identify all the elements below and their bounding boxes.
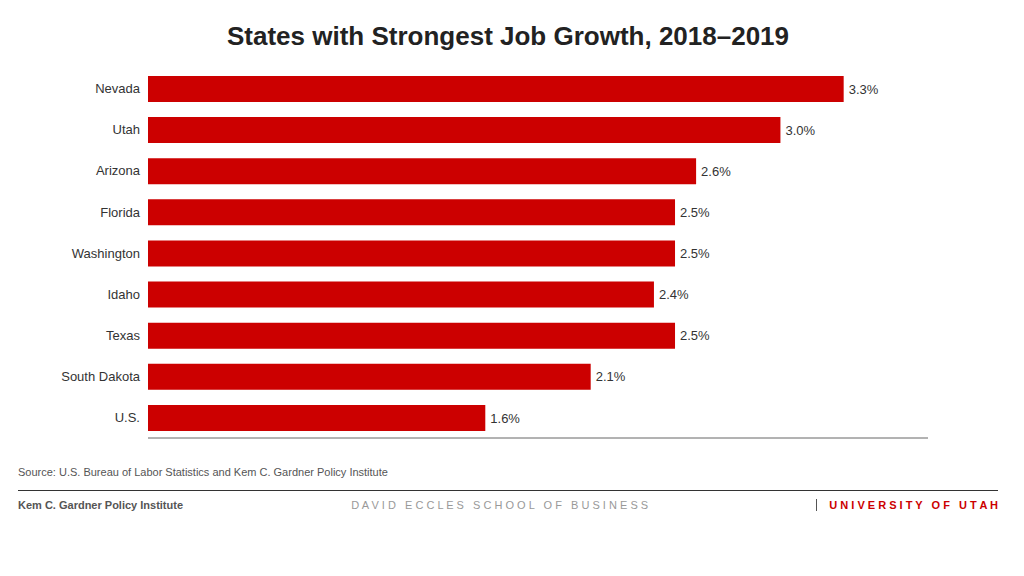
- svg-text:Texas: Texas: [106, 328, 140, 343]
- svg-text:Idaho: Idaho: [107, 287, 140, 302]
- svg-text:Florida: Florida: [100, 205, 141, 220]
- svg-text:Utah: Utah: [113, 122, 140, 137]
- svg-text:Nevada: Nevada: [95, 81, 141, 96]
- svg-text:Arizona: Arizona: [96, 163, 141, 178]
- svg-text:2.5%: 2.5%: [680, 246, 710, 261]
- html-text:States with Strongest Job Grow: States with Strongest Job Growth, 2018–2…: [227, 21, 789, 51]
- svg-text:2.4%: 2.4%: [659, 287, 689, 302]
- svg-text:2.1%: 2.1%: [596, 369, 626, 384]
- html-text:D A V I D E C C L E S S C H O: D A V I D E C C L E S S C H O O L O F B …: [351, 499, 649, 511]
- html-text:Kem C. Gardner Policy Institut: Kem C. Gardner Policy Institute: [18, 499, 183, 511]
- svg-text:2.6%: 2.6%: [701, 164, 731, 179]
- svg-text:U.S.: U.S.: [115, 410, 140, 425]
- svg-text:2.5%: 2.5%: [680, 205, 710, 220]
- svg-text:3.0%: 3.0%: [785, 123, 815, 138]
- html-text:Source: U.S. Bureau of Labor S: Source: U.S. Bureau of Labor Statistics …: [18, 466, 388, 478]
- svg-text:1.6%: 1.6%: [490, 411, 520, 426]
- html-text:U N I V E R S I T Y O F U T A: U N I V E R S I T Y O F U T A H: [829, 499, 998, 511]
- svg-text:South Dakota: South Dakota: [61, 369, 141, 384]
- svg-text:3.3%: 3.3%: [849, 82, 879, 97]
- svg-text:2.5%: 2.5%: [680, 328, 710, 343]
- svg-text:Washington: Washington: [72, 246, 140, 261]
